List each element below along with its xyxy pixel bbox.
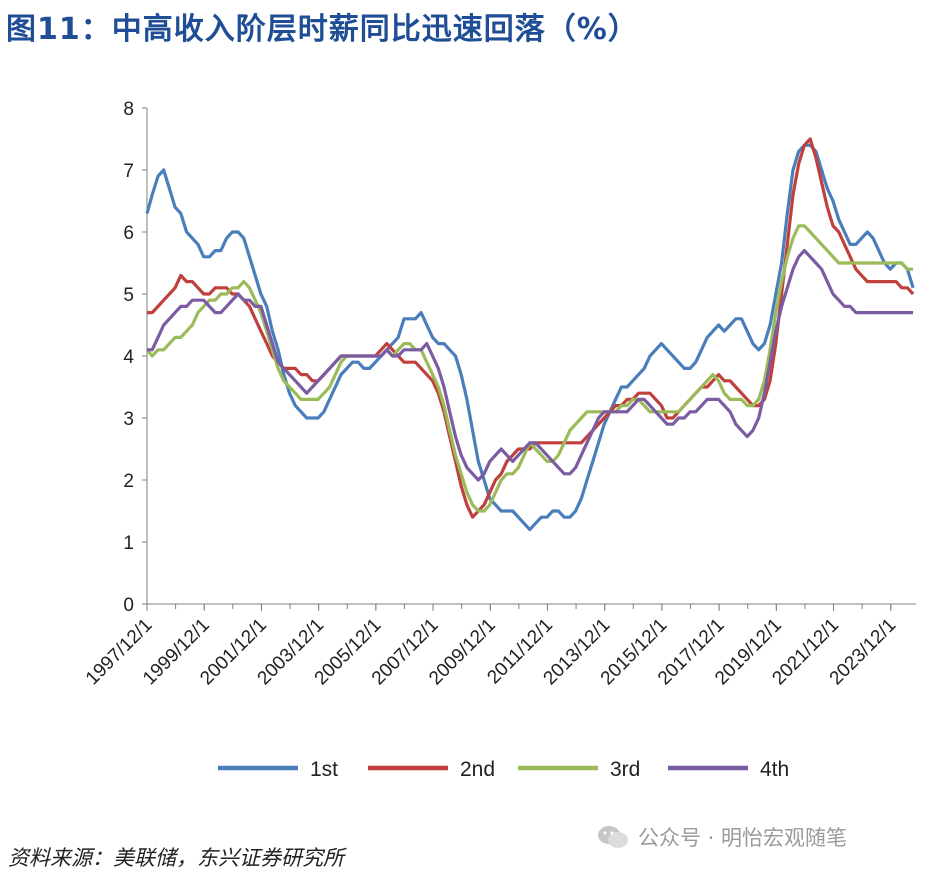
wechat-icon	[598, 826, 628, 848]
y-tick-label: 2	[123, 471, 134, 492]
page-title: 图11：中高收入阶层时薪同比迅速回落（%）	[6, 12, 639, 47]
legend-label-4th: 4th	[760, 758, 789, 781]
series-line-3rd	[145, 224, 914, 513]
chart-legend: 1st 2nd 3rd 4th	[218, 758, 789, 781]
y-tick-label: 3	[123, 409, 134, 430]
y-tick-label: 8	[123, 99, 134, 120]
watermark-text: 公众号 · 明怡宏观随笔	[638, 826, 848, 850]
y-tick-label: 5	[123, 285, 134, 306]
series-line-4th	[147, 249, 914, 482]
legend-label-1st: 1st	[310, 758, 338, 781]
y-tick-label: 4	[123, 347, 134, 368]
y-tick-label: 1	[123, 533, 134, 554]
series-line-1st	[145, 143, 915, 532]
wechat-watermark: 公众号 · 明怡宏观随笔	[596, 822, 847, 852]
chart-series	[145, 137, 915, 532]
series-line-2nd	[147, 137, 915, 519]
legend-label-2nd: 2nd	[460, 758, 495, 781]
source-note: 资料来源：美联储，东兴证券研究所	[8, 846, 344, 870]
legend-label-3rd: 3rd	[610, 758, 640, 781]
y-tick-label: 6	[123, 223, 134, 244]
y-tick-label: 0	[123, 595, 134, 616]
y-tick-label: 7	[123, 161, 134, 182]
